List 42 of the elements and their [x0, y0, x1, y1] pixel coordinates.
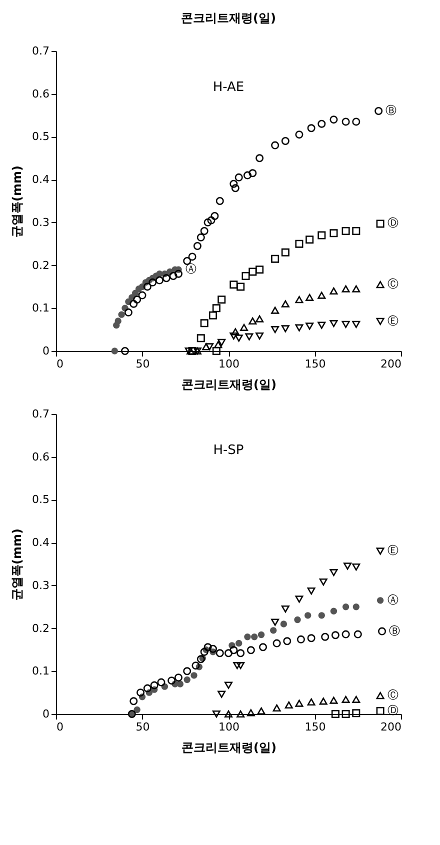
y-tick-label: 0.5: [32, 130, 50, 144]
y-tick-label: 0.6: [32, 87, 50, 100]
y-tick-label: 0.2: [32, 258, 50, 272]
x-tick-label: 50: [136, 358, 150, 370]
y-tick-label: 0.7: [32, 408, 50, 420]
series-label: Ⓒ: [387, 688, 398, 702]
chart-title: 콘크리트재령(일): [181, 11, 276, 25]
y-tick-label: 0.5: [32, 493, 50, 506]
y-tick-label: 0: [42, 708, 50, 720]
y-axis-title: 균열폭(mm): [10, 528, 24, 600]
series-label: Ⓐ: [185, 262, 196, 276]
series-label: Ⓑ: [386, 104, 397, 117]
x-tick-label: 200: [380, 720, 402, 734]
x-tick-label: 150: [304, 358, 326, 370]
y-tick-label: 0.1: [32, 302, 50, 315]
x-axis-title: 콘크리트재령(일): [182, 378, 276, 392]
series-label: Ⓐ: [387, 593, 398, 606]
x-tick-label: 0: [56, 720, 64, 734]
annotation: H-SP: [213, 443, 244, 458]
y-tick-label: 0.3: [32, 578, 50, 592]
y-tick-label: 0.4: [32, 536, 50, 550]
y-tick-label: 0: [42, 344, 50, 358]
x-tick-label: 200: [380, 358, 402, 370]
series-label: Ⓔ: [387, 544, 398, 558]
x-tick-label: 0: [56, 358, 64, 370]
x-tick-label: 100: [218, 720, 240, 734]
x-tick-label: 50: [136, 720, 150, 734]
y-tick-label: 0.2: [32, 622, 50, 635]
y-tick-label: 0.7: [32, 44, 50, 58]
y-axis-title: 균열폭(mm): [10, 166, 24, 238]
series-label: Ⓓ: [387, 216, 398, 230]
series-label: Ⓑ: [389, 624, 400, 638]
x-tick-label: 150: [304, 720, 326, 734]
series-label: Ⓒ: [387, 278, 398, 291]
annotation: H-AE: [212, 80, 244, 95]
series-label: Ⓔ: [387, 314, 398, 328]
x-axis-title: 콘크리트재령(일): [182, 740, 276, 754]
y-tick-label: 0.6: [32, 450, 50, 464]
x-tick-label: 100: [218, 358, 240, 370]
y-tick-label: 0.3: [32, 216, 50, 229]
y-tick-label: 0.4: [32, 173, 50, 186]
y-tick-label: 0.1: [32, 664, 50, 678]
